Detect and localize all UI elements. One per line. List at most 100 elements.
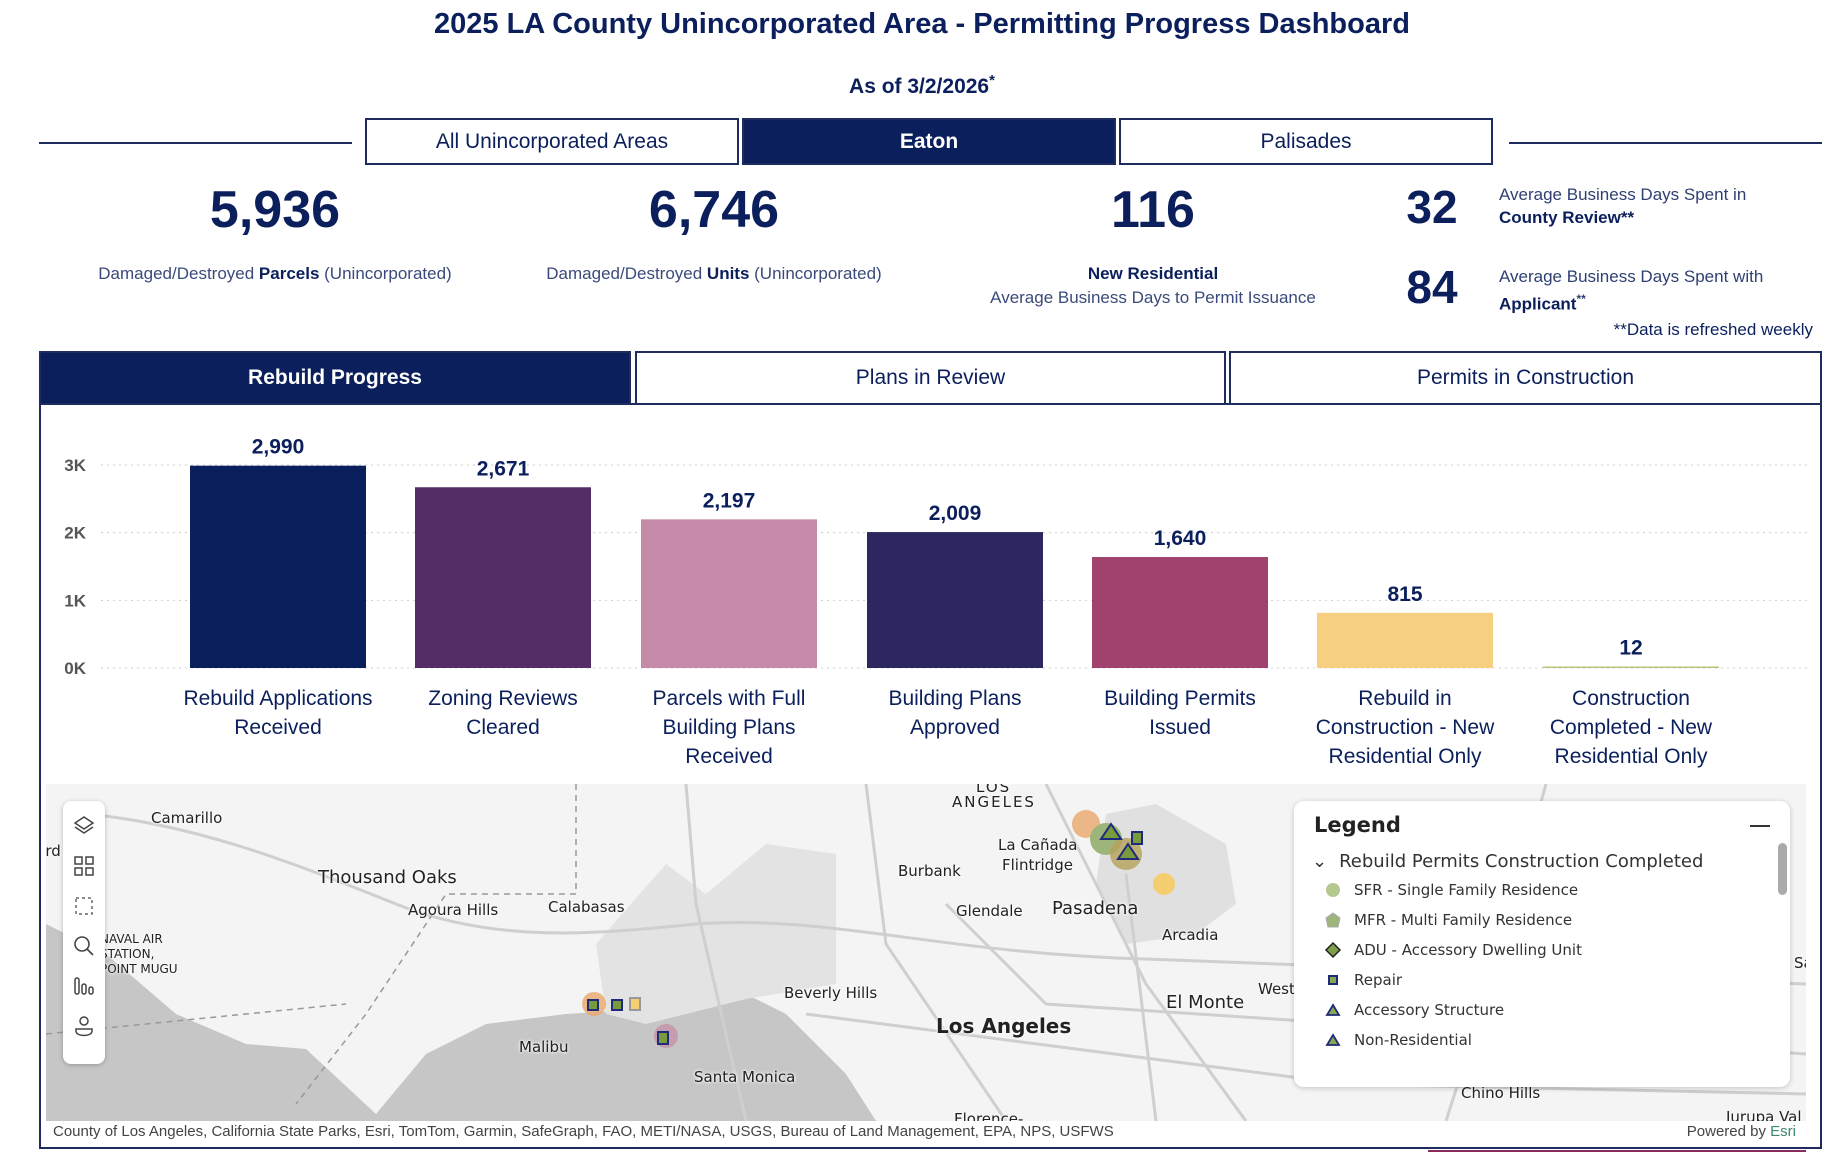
y-tick-label: 0K <box>64 659 86 678</box>
map-label: Oxnard <box>46 842 61 860</box>
legend-item-label: Non-Residential <box>1354 1031 1472 1049</box>
legend-item: SFR - Single Family Residence <box>1324 881 1578 899</box>
legend-item: Repair <box>1324 971 1402 989</box>
tab-permits-in-construction[interactable]: Permits in Construction <box>1229 351 1822 403</box>
map-label: Beverly Hills <box>784 984 878 1002</box>
map-label: NAVAL AIR <box>100 932 163 946</box>
collapse-legend-button[interactable] <box>1750 825 1770 827</box>
map-label: Florence- <box>954 1110 1024 1121</box>
kpi-new-res-sublabel: Average Business Days to Permit Issuance <box>990 288 1316 307</box>
bar[interactable] <box>1092 557 1268 668</box>
category-label: Cleared <box>466 716 540 739</box>
diamond-symbol-icon <box>1324 941 1342 959</box>
map-label: Thousand Oaks <box>318 867 457 888</box>
select-box-icon[interactable] <box>71 893 97 919</box>
divider <box>1509 142 1822 144</box>
legend-item: MFR - Multi Family Residence <box>1324 911 1572 929</box>
legend-item: Accessory Structure <box>1324 1001 1504 1019</box>
category-label: Zoning Reviews <box>428 687 577 710</box>
bar-value-label: 2,990 <box>252 436 305 459</box>
kpi-new-res-value: 116 <box>1111 181 1195 239</box>
bar-value-label: 2,671 <box>477 457 530 480</box>
divider <box>1428 1150 1806 1152</box>
map-label: Pasadena <box>1052 898 1139 919</box>
kpi-county-review-value: 32 <box>1406 181 1458 233</box>
category-label: Approved <box>910 716 1000 739</box>
map-attribution: County of Los Angeles, California State … <box>46 1121 1806 1143</box>
chart-bars-icon[interactable] <box>71 973 97 999</box>
bar[interactable] <box>415 487 591 668</box>
map-label: Arcadia <box>1162 926 1219 944</box>
map-label: Santa <box>1794 954 1806 972</box>
tab-eaton[interactable]: Eaton <box>742 118 1116 165</box>
tab-all-unincorporated[interactable]: All Unincorporated Areas <box>365 118 739 165</box>
fire-markers <box>582 810 1175 1048</box>
y-tick-label: 3K <box>64 456 86 475</box>
map-label: Burbank <box>898 862 961 880</box>
bar[interactable] <box>1317 612 1493 668</box>
legend-layer-title: Rebuild Permits Construction Completed <box>1339 851 1704 872</box>
esri-link[interactable]: Esri <box>1770 1123 1796 1140</box>
bar-value-label: 2,009 <box>929 502 982 525</box>
legend-scrollbar[interactable] <box>1778 843 1787 895</box>
map-label: La Cañada <box>998 836 1078 854</box>
bar-value-label: 2,197 <box>703 489 756 512</box>
search-icon[interactable] <box>71 933 97 959</box>
map-label: Camarillo <box>151 809 223 827</box>
legend-item-label: Accessory Structure <box>1354 1001 1505 1019</box>
tab-rebuild-progress[interactable]: Rebuild Progress <box>39 351 631 403</box>
legend-item-label: ADU - Accessory Dwelling Unit <box>1354 941 1582 959</box>
category-label: Rebuild in <box>1358 687 1451 710</box>
map-label: Malibu <box>519 1038 569 1056</box>
kpi-units-value: 6,746 <box>648 181 780 239</box>
map-toolbar <box>63 801 105 1064</box>
map-label: El Monte <box>1166 992 1245 1013</box>
square-symbol-icon <box>1328 975 1338 985</box>
tab-plans-in-review[interactable]: Plans in Review <box>635 351 1226 403</box>
tab-palisades[interactable]: Palisades <box>1119 118 1493 165</box>
category-label: Building Plans <box>662 716 795 739</box>
map-label: West <box>1258 980 1295 998</box>
refresh-note: **Data is refreshed weekly <box>1613 320 1813 339</box>
kpi-units-label: Damaged/Destroyed Units (Unincorporated) <box>546 264 882 283</box>
as-of-text: As of 3/2/2026 <box>849 75 990 98</box>
bar[interactable] <box>190 465 366 668</box>
map-label: Santa Monica <box>694 1068 796 1086</box>
category-label: Building Plans <box>888 687 1021 710</box>
divider <box>39 142 352 144</box>
map-label: Chino Hills <box>1461 1084 1541 1102</box>
qr-grid-icon[interactable] <box>71 853 97 879</box>
map-label: Agoura Hills <box>408 901 499 919</box>
layers-icon[interactable] <box>71 813 97 839</box>
as-of-footnote-mark: * <box>989 72 995 89</box>
map-label: POINT MUGU <box>100 962 178 976</box>
bar[interactable] <box>867 532 1043 668</box>
kpi-parcels-label: Damaged/Destroyed Parcels (Unincorporate… <box>98 264 452 283</box>
legend-item: ADU - Accessory Dwelling Unit <box>1324 941 1582 959</box>
map-label: Calabasas <box>548 898 625 916</box>
y-tick-label: 2K <box>64 524 86 543</box>
content-panel <box>39 403 1822 1149</box>
legend-layer-toggle[interactable]: ⌄ Rebuild Permits Construction Completed <box>1312 851 1703 872</box>
map-label: STATION, <box>100 947 155 961</box>
bar[interactable] <box>641 519 817 668</box>
map-label: LOS <box>976 784 1012 796</box>
kpi-parcels-value: 5,936 <box>209 181 341 239</box>
legend-title: Legend <box>1314 813 1401 837</box>
pentagon-symbol-icon <box>1325 912 1341 928</box>
map-label: Flintridge <box>1002 856 1073 874</box>
map-label: Glendale <box>956 902 1023 920</box>
user-icon[interactable] <box>71 1013 97 1039</box>
category-label: Issued <box>1149 716 1211 739</box>
legend-item-label: MFR - Multi Family Residence <box>1354 911 1573 929</box>
kpi-applicant-value: 84 <box>1406 261 1458 313</box>
category-label: Construction - New <box>1316 716 1495 739</box>
page-title: 2025 LA County Unincorporated Area - Per… <box>434 8 1410 40</box>
kpi-applicant-label: Average Business Days Spent with Applican… <box>1499 267 1764 314</box>
category-label: Construction <box>1572 687 1690 710</box>
triangle-symbol-icon <box>1325 1003 1341 1016</box>
bar[interactable] <box>1543 666 1719 669</box>
map-label: Los Angeles <box>936 1014 1072 1038</box>
category-label: Received <box>685 745 773 768</box>
triangle-symbol-icon <box>1325 1033 1341 1046</box>
